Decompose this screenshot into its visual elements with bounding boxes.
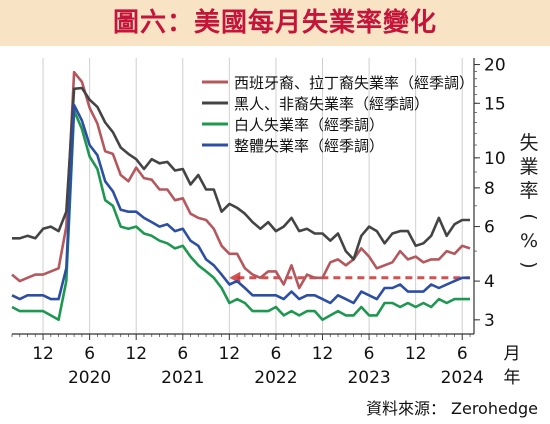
x-year-label: 2021 [161, 368, 204, 388]
x-tick-label: 6 [271, 344, 282, 364]
x-unit-year: 年 [504, 368, 521, 388]
x-year-label: 2020 [68, 368, 111, 388]
x-tick-label: 12 [32, 344, 54, 364]
x-tick-label: 6 [364, 344, 375, 364]
series-line-2 [12, 86, 470, 261]
source-note: 資料來源： Zerohedge [365, 399, 538, 418]
y-axis-label-char: 率 [519, 180, 539, 202]
y-axis-label-char: % [519, 230, 539, 252]
x-tick-label: 12 [405, 344, 427, 364]
y-tick-label: 10 [484, 149, 506, 169]
x-tick-label: 6 [177, 344, 188, 364]
legend: 西班牙裔、拉丁裔失業率（經季調） 黑人、非裔失業率（經季調） 白人失業率（經季調） 整… [202, 74, 474, 155]
y-tick-label: 8 [484, 179, 495, 199]
y-axis-label-char: ) [518, 261, 540, 269]
x-tick-label: 12 [125, 344, 147, 364]
x-tick-label: 12 [219, 344, 241, 364]
y-tick-label: 6 [484, 218, 495, 238]
series-line-4 [11, 103, 470, 305]
chart-title: 圖六：美國每月失業率變化 [112, 8, 437, 38]
series-line-3 [11, 109, 470, 322]
x-unit-month: 月 [504, 344, 521, 364]
legend-label: 整體失業率（經季調） [234, 137, 384, 155]
x-year-label: 2022 [254, 368, 297, 388]
x-year-label: 2023 [347, 368, 390, 388]
legend-label: 西班牙裔、拉丁裔失業率（經季調） [234, 74, 474, 92]
series-layer [11, 70, 471, 322]
x-tick-label: 6 [457, 344, 468, 364]
title-bar: 圖六：美國每月失業率變化 [0, 0, 550, 46]
y-tick-label: 3 [484, 311, 495, 331]
legend-label: 白人失業率（經季調） [234, 116, 384, 134]
legend-label: 黑人、非裔失業率（經季調） [234, 95, 429, 113]
y-axis-label-char: ( [518, 213, 540, 221]
chart-svg: 12 6 12 6 12 6 12 6 12 6 2020 2021 2022 2023 2024 月年 3 4 6… [11, 56, 521, 388]
axis-layer: 12 6 12 6 12 6 12 6 12 6 2020 2021 2022 2023 2024 月年 3 4 6… [11, 56, 521, 388]
y-tick-label: 4 [484, 272, 495, 292]
x-tick-label: 6 [84, 344, 95, 364]
x-tick-label: 12 [312, 344, 334, 364]
series-line-1 [11, 70, 471, 290]
y-tick-label: 15 [484, 94, 506, 114]
y-tick-label: 20 [484, 56, 506, 76]
y-axis-label-char: 業 [519, 156, 539, 178]
y-axis-label-char: 失 [519, 132, 539, 154]
x-year-label: 2024 [441, 368, 484, 388]
